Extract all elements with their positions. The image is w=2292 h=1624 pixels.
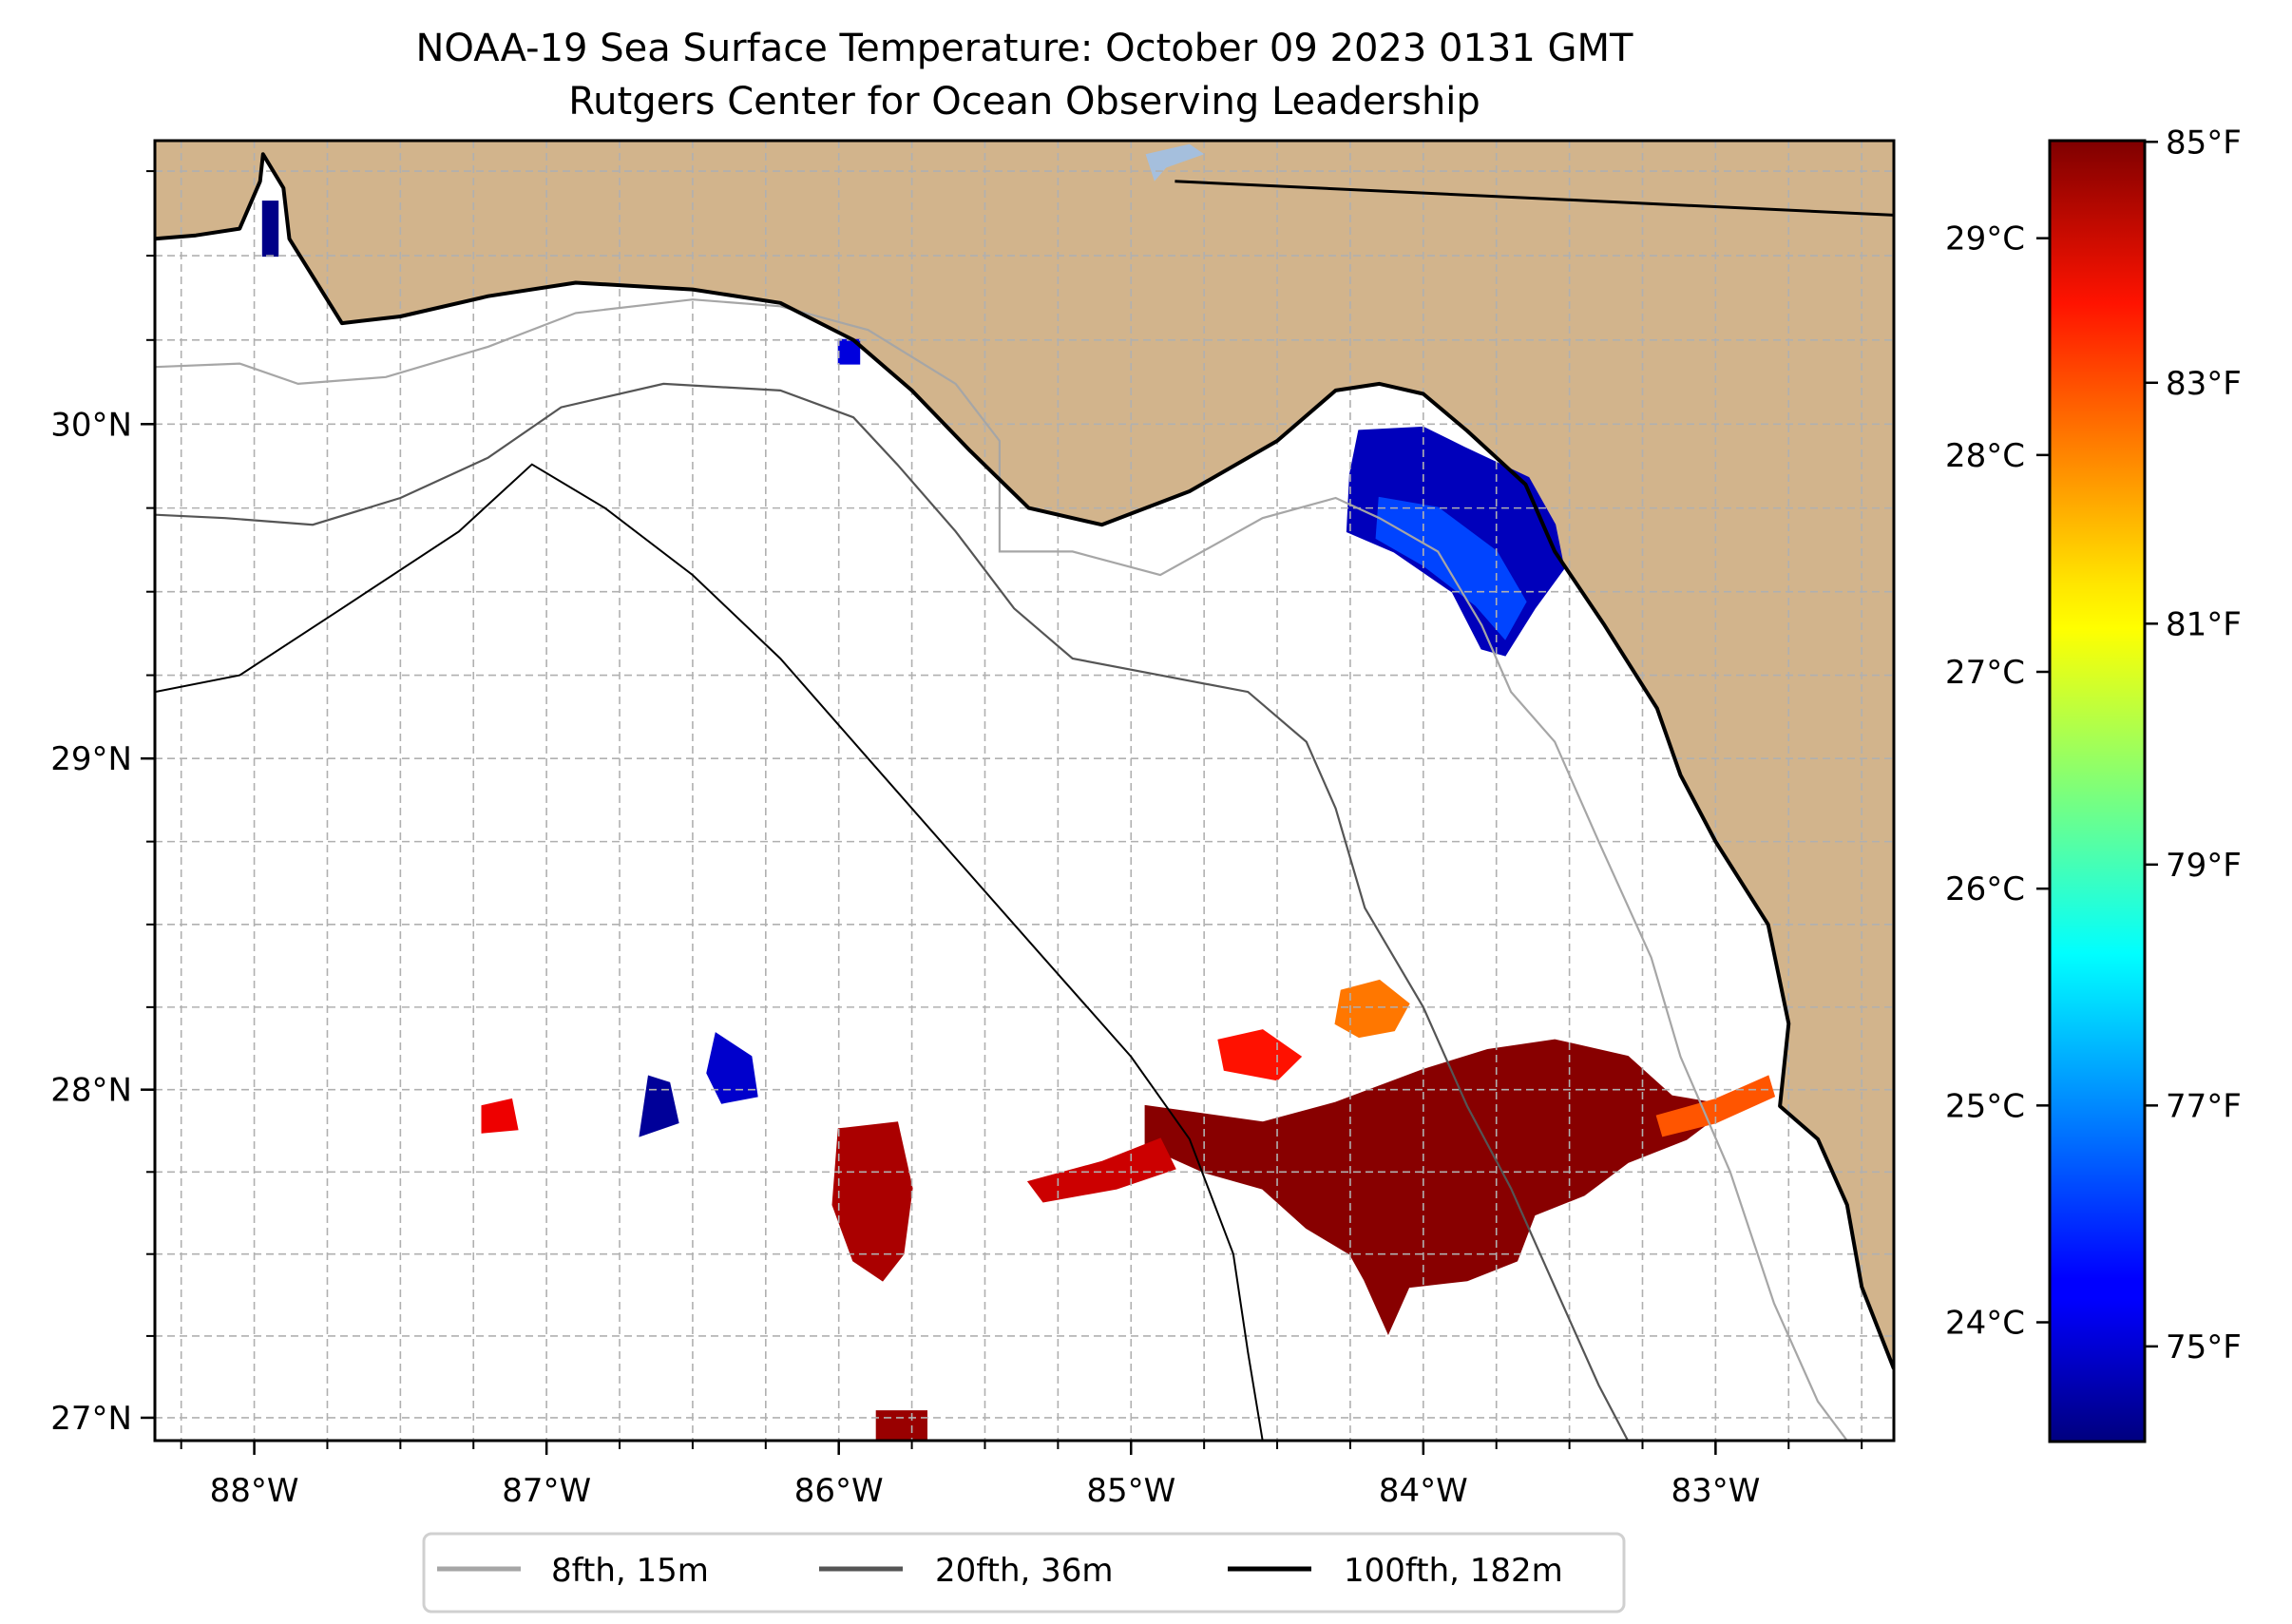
legend-label-20fth: 20fth, 36m xyxy=(935,1552,1114,1590)
isobath-8fth xyxy=(155,298,1848,1441)
sst-patch-bottom-edge-patch xyxy=(875,1410,927,1441)
sst-patch-apalachee-bay-core xyxy=(1375,496,1527,640)
colorbar-gradient xyxy=(2048,139,2147,1443)
map-area xyxy=(155,141,1894,1441)
chart-title: NOAA-19 Sea Surface Temperature: October… xyxy=(416,27,1634,70)
colorbar-label-f: 85°F xyxy=(2166,124,2242,162)
sst-patch-west-blue-patch xyxy=(706,1032,758,1104)
x-tick-label: 84°W xyxy=(1379,1472,1468,1510)
sst-patch-red-dot-87w xyxy=(481,1098,519,1134)
y-tick-label: 29°N xyxy=(50,740,132,778)
legend-label-8fth: 8fth, 15m xyxy=(551,1552,709,1590)
sst-patch-warm-filament-west xyxy=(1026,1137,1176,1203)
isobaths xyxy=(155,298,1848,1441)
sst-patch-mobile-bay-navy xyxy=(261,201,279,258)
sst-patch-main-warm-patch xyxy=(1144,1039,1733,1335)
colorbar: 24°C 25°C 26°C 27°C 28°C 29°C 75°F 77°F 79°F 81°F… xyxy=(1945,124,2242,1443)
colorbar-label-c: 24°C xyxy=(1945,1305,2025,1343)
colorbar-label-c: 25°C xyxy=(1945,1087,2025,1125)
colorbar-label-c: 28°C xyxy=(1945,437,2025,475)
axes-frame xyxy=(153,139,1896,1442)
lake xyxy=(1145,143,1205,182)
gridlines xyxy=(155,141,1894,1441)
y-tick-label: 28°N xyxy=(50,1072,132,1110)
x-tick-label: 86°W xyxy=(794,1472,884,1510)
x-tick-label: 85°W xyxy=(1086,1472,1175,1510)
colorbar-ticks: 24°C 25°C 26°C 27°C 28°C 29°C 75°F 77°F 79°F 81°F… xyxy=(1945,124,2242,1366)
colorbar-label-f: 81°F xyxy=(2166,605,2242,643)
colorbar-label-f: 75°F xyxy=(2166,1328,2242,1366)
sst-patch-west-warm-column xyxy=(831,1121,913,1282)
x-tick-label: 88°W xyxy=(210,1472,299,1510)
x-tick-label: 87°W xyxy=(502,1472,591,1510)
legend: 8fth, 15m 20fth, 36m 100fth, 182m xyxy=(422,1532,1626,1614)
coastline xyxy=(155,152,1894,1370)
colorbar-label-c: 27°C xyxy=(1945,654,2025,692)
land-layer xyxy=(155,141,1894,1369)
colorbar-label-f: 83°F xyxy=(2166,365,2242,403)
y-tick-label: 30°N xyxy=(50,406,132,444)
legend-box xyxy=(422,1532,1626,1614)
chart-subtitle: Rutgers Center for Ocean Observing Leade… xyxy=(568,80,1480,124)
colorbar-label-f: 77°F xyxy=(2166,1087,2242,1125)
legend-label-100fth: 100fth, 182m xyxy=(1344,1552,1563,1590)
x-tick-label: 83°W xyxy=(1671,1472,1760,1510)
sst-patch-west-navy-streak xyxy=(639,1075,679,1137)
colorbar-label-c: 26°C xyxy=(1945,870,2025,908)
land-mass xyxy=(155,141,1894,1369)
isobath-20fth xyxy=(155,382,1630,1441)
sst-patch-mid-warm-patch xyxy=(1217,1029,1303,1081)
isobath-100fth xyxy=(155,463,1264,1441)
colorbar-label-c: 29°C xyxy=(1945,220,2025,258)
colorbar-label-f: 79°F xyxy=(2166,847,2242,885)
coastline-layer xyxy=(155,152,1894,1370)
sst-patch-northern-warm-patch xyxy=(1334,979,1410,1039)
y-tick-label: 27°N xyxy=(50,1400,132,1438)
axis-ticks: 88°W 87°W 86°W 85°W 84°W 83°W 27°N 28°N 29°N 30°N xyxy=(50,170,1863,1510)
state-border xyxy=(1175,180,1894,217)
